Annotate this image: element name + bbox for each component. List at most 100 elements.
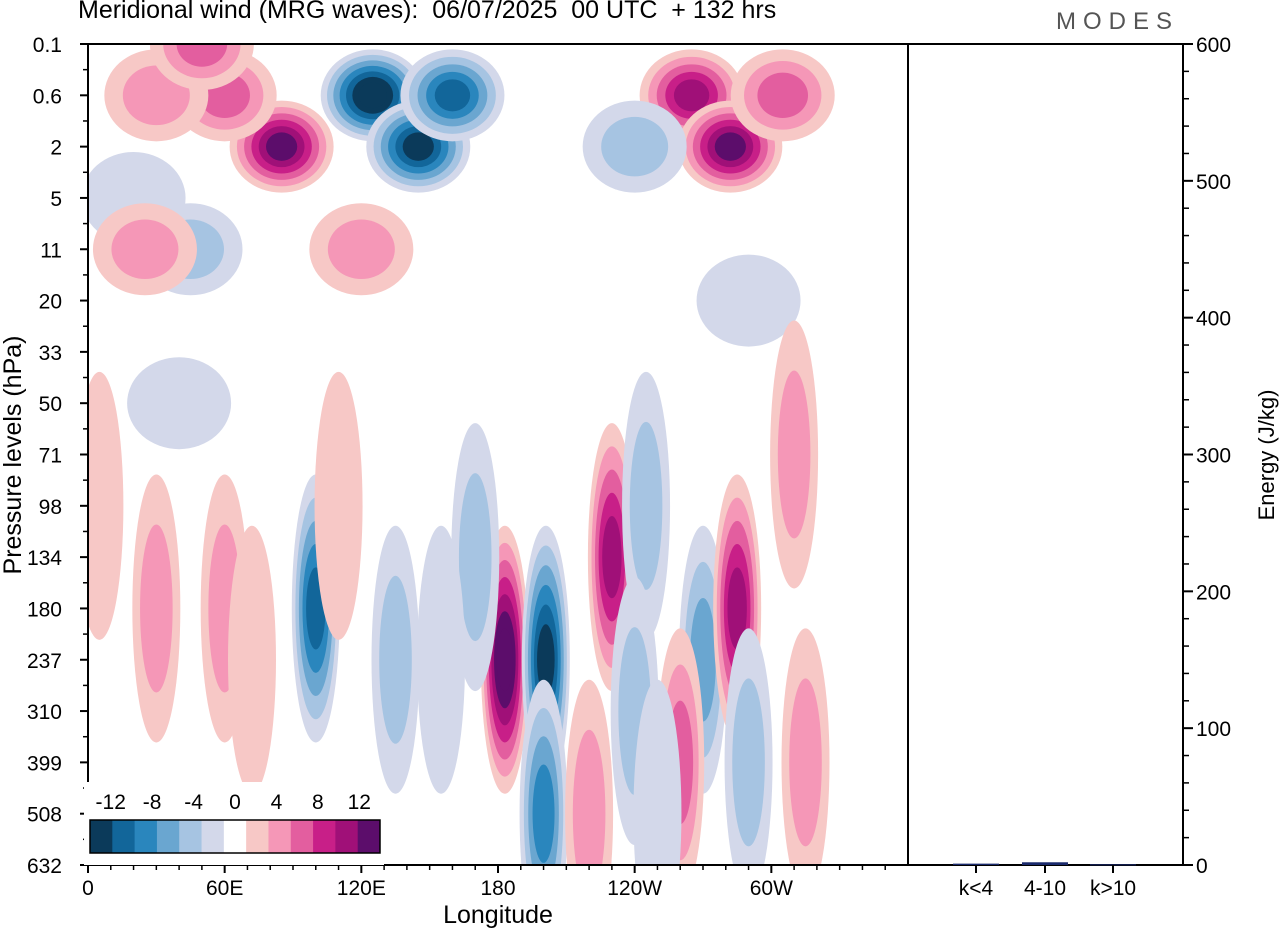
colorbar-frame <box>89 819 381 854</box>
contour-band <box>777 370 811 539</box>
energy-tick-label: 100 <box>1196 718 1231 741</box>
energy-frame <box>907 43 1184 866</box>
contour-band <box>379 575 412 744</box>
contour-band <box>727 567 747 650</box>
energy-category-label: 4-10 <box>1024 877 1066 900</box>
colorbar-tick-label: -8 <box>143 791 162 814</box>
y-tick-label: 50 <box>39 393 62 416</box>
y-tick-label: 0.1 <box>33 34 62 57</box>
colorbar-segment <box>290 820 314 853</box>
heatmap-cell <box>770 320 819 589</box>
contour-band <box>127 357 232 450</box>
y-tick-label: 0.6 <box>33 85 62 108</box>
contour-band <box>532 764 555 863</box>
contour-band <box>458 473 492 642</box>
y-tick-label: 180 <box>27 598 62 621</box>
energy-category-label: k<4 <box>959 877 994 900</box>
contour-band <box>714 132 746 161</box>
heatmap-cell <box>127 357 232 450</box>
energy-bar <box>1090 864 1136 866</box>
heatmap-cell <box>309 203 414 296</box>
heatmap <box>88 44 835 865</box>
contour-band <box>757 72 809 119</box>
colorbar-tick-label: -12 <box>96 791 126 814</box>
energy-tick-label: 600 <box>1196 34 1231 57</box>
contour-band <box>140 524 173 693</box>
colorbar-segment <box>179 820 203 853</box>
energy-tick-label: 400 <box>1196 308 1231 331</box>
contour-band <box>111 219 179 280</box>
contour-band <box>696 254 801 347</box>
heatmap-cell <box>724 628 773 865</box>
x-tick-label: 60E <box>206 877 243 900</box>
colorbar-segment <box>134 820 158 853</box>
heatmap-cell <box>565 679 614 865</box>
contour-band <box>496 628 514 692</box>
y-tick-label: 632 <box>27 855 62 878</box>
heatmap-cell <box>622 371 671 640</box>
contour-band <box>601 116 669 177</box>
y-tick-label: 508 <box>27 804 62 827</box>
contour-band <box>417 525 466 794</box>
contour-band <box>537 624 555 696</box>
heatmap-cell <box>371 525 420 794</box>
contour-band <box>572 729 606 865</box>
contour-band <box>327 219 395 280</box>
heatmap-cell <box>730 49 835 142</box>
energy-tick-label: 200 <box>1196 581 1231 604</box>
x-axis-label: Longitude <box>443 901 553 929</box>
contour-band <box>314 371 363 640</box>
x-tick-label: 180 <box>480 877 515 900</box>
colorbar-tick-label: 4 <box>271 791 283 814</box>
energy-tick-label: 300 <box>1196 445 1231 468</box>
colorbar-segment <box>156 820 180 853</box>
heatmap-cell <box>132 474 181 743</box>
heatmap-cell <box>88 371 124 640</box>
energy-tick-label: 0 <box>1196 855 1208 878</box>
contour-band <box>789 678 822 847</box>
contour-band <box>673 79 710 112</box>
colorbar-segment <box>268 820 292 853</box>
y-axis-label: Pressure levels (hPa) <box>0 336 27 575</box>
y-tick-label: 11 <box>40 239 62 262</box>
energy-bar-panel: 0 100 200 300 400 500 600 k<4 4-10 k>10 <box>907 34 1231 900</box>
heatmap-cell <box>519 679 568 865</box>
x-tick-label: 0 <box>82 877 94 900</box>
contour-band <box>732 678 765 847</box>
colorbar-tick-label: 12 <box>348 791 371 814</box>
contour-band <box>266 132 298 161</box>
contour-band <box>228 525 276 794</box>
contour-band <box>629 421 663 590</box>
heatmap-cell <box>696 254 801 347</box>
heatmap-cell <box>400 49 505 142</box>
heatmap-cell <box>92 203 197 296</box>
colorbar-tick-label: 0 <box>229 791 241 814</box>
colorbar-tick-label: -4 <box>184 791 203 814</box>
x-axis: 0 60E 120E 180 120W 60W <box>82 865 886 900</box>
energy-bar <box>953 863 999 865</box>
y-axis: 0.1 0.6 2 5 11 20 33 50 71 98 134 180 237 310 399 508 63… <box>27 34 88 878</box>
colorbar-segment <box>357 820 381 853</box>
energy-axis-label: Energy (J/kg) <box>1254 390 1279 521</box>
contour-band <box>602 516 622 599</box>
chart-title: Meridional wind (MRG waves): 06/07/2025 … <box>78 0 777 24</box>
colorbar-segment <box>223 820 247 853</box>
y-tick-label: 2 <box>50 137 62 160</box>
heatmap-cell <box>149 44 254 90</box>
y-tick-label: 33 <box>39 342 62 365</box>
colorbar-segment <box>335 820 359 853</box>
colorbar-segment <box>201 820 225 853</box>
energy-tick-label: 500 <box>1196 171 1231 194</box>
heatmap-cell <box>417 525 466 794</box>
heatmap-cell <box>228 525 276 794</box>
colorbar-segment <box>112 820 136 853</box>
y-tick-label: 237 <box>27 650 62 673</box>
modes-logo: MODES <box>1056 8 1180 35</box>
colorbar-segment <box>90 820 113 853</box>
colorbar-segment <box>246 820 269 853</box>
contour-band <box>88 371 124 640</box>
contour-band <box>358 82 387 109</box>
x-tick-label: 60W <box>750 877 793 900</box>
contour-band <box>402 132 434 161</box>
